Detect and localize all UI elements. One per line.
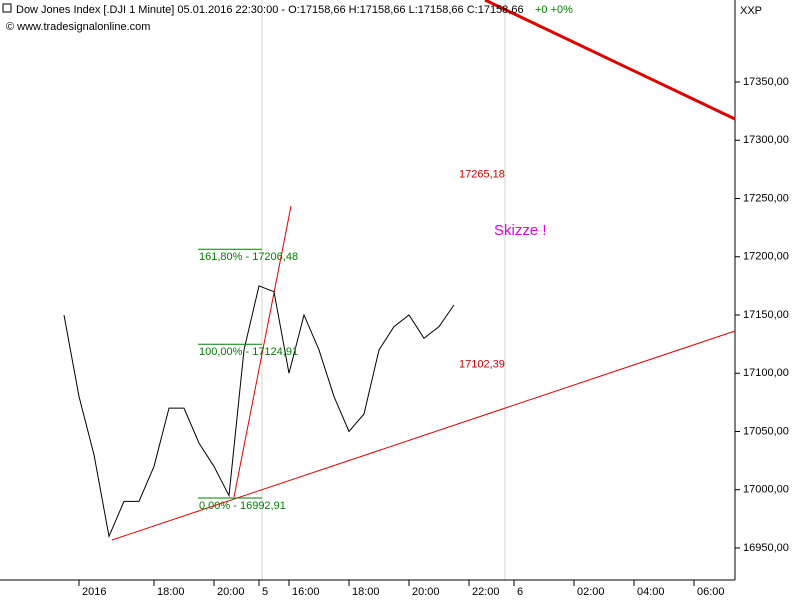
x-tick-label: 16:00 xyxy=(292,586,320,598)
y-tick-label: 17150,00 xyxy=(743,309,789,321)
x-tick-label: 20:00 xyxy=(412,586,440,598)
y-tick-label: 17350,00 xyxy=(743,76,789,88)
x-tick-label: 18:00 xyxy=(157,586,185,598)
plot xyxy=(63,285,455,539)
x-tick-label: 6 xyxy=(517,586,523,598)
price-label: 17102,39 xyxy=(459,358,505,370)
fib-label: 0,00% - 16992,91 xyxy=(199,500,286,512)
y-tick-label: 17100,00 xyxy=(743,367,789,379)
x-tick-label: 18:00 xyxy=(352,586,380,598)
fib-label: 161,80% - 17206,48 xyxy=(199,251,298,263)
trend-line xyxy=(111,330,736,541)
trend-line xyxy=(233,205,292,498)
x-tick-label: 20:00 xyxy=(217,586,245,598)
series-line xyxy=(63,285,455,539)
annotation: Skizze ! xyxy=(494,222,547,239)
price-label: 17265,18 xyxy=(459,169,505,181)
x-tick-label: 5 xyxy=(262,586,268,598)
x-tick-label: 02:00 xyxy=(577,586,605,598)
change-label: +0 +0% xyxy=(535,4,573,16)
x-tick-label: 04:00 xyxy=(637,586,665,598)
fib-label: 100,00% - 17124,91 xyxy=(199,346,298,358)
y-tick-label: 17200,00 xyxy=(743,251,789,263)
y-tick-label: 16950,00 xyxy=(743,542,789,554)
x-tick-label: 2016 xyxy=(82,586,106,598)
subtitle: © www.tradesignalonline.com xyxy=(6,21,150,33)
x-tick-label: 22:00 xyxy=(472,586,500,598)
axis-label: XXP xyxy=(740,5,762,17)
y-tick-label: 17050,00 xyxy=(743,425,789,437)
y-tick-label: 17000,00 xyxy=(743,484,789,496)
icon xyxy=(2,3,12,13)
chart-title: Dow Jones Index [.DJI 1 Minute] 05.01.20… xyxy=(16,4,524,16)
y-tick-label: 17300,00 xyxy=(743,134,789,146)
x-tick-label: 06:00 xyxy=(697,586,725,598)
trend-line xyxy=(484,0,736,121)
y-tick-label: 17250,00 xyxy=(743,192,789,204)
